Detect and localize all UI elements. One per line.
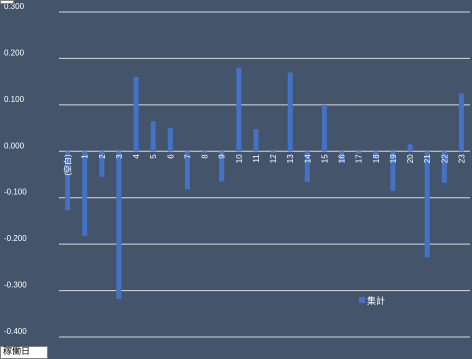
x-tick-label: 18: [372, 154, 381, 163]
x-tick-label: 17: [355, 154, 364, 163]
bar[interactable]: [253, 129, 259, 152]
pivot-field-button[interactable]: 稼働日: [0, 346, 48, 359]
bar[interactable]: [287, 72, 293, 152]
bar[interactable]: [236, 67, 242, 152]
bar[interactable]: [339, 151, 345, 163]
bar[interactable]: [150, 121, 156, 152]
bar[interactable]: [270, 151, 276, 153]
x-tick-label: 14: [303, 154, 312, 163]
y-tick-label: 0.200: [4, 48, 25, 57]
bar[interactable]: [321, 104, 327, 152]
x-tick-label: 11: [252, 154, 261, 163]
y-tick-label: 0.300: [4, 2, 25, 11]
y-tick-label: 0.100: [4, 95, 25, 104]
y-tick-label: -0.300: [4, 281, 27, 290]
bar[interactable]: [167, 128, 173, 152]
bar[interactable]: [82, 151, 88, 236]
y-tick-label: -0.400: [4, 327, 27, 336]
x-tick-label: 7: [183, 154, 192, 159]
bar[interactable]: [356, 151, 362, 154]
x-tick-label: 22: [440, 154, 449, 163]
x-tick-label: 3: [115, 154, 124, 159]
x-tick-label: 19: [389, 154, 398, 163]
legend-label: 集計: [367, 295, 385, 306]
bar-series[interactable]: [65, 67, 464, 299]
x-axis-ticks: (空白) 1 2 3 4 5 6 7 8 9 10 11 12 13 14 15 16 17 18 19 20 21 22 2…: [63, 154, 467, 176]
x-tick-label: 2: [98, 154, 107, 159]
x-tick-label: 20: [406, 154, 415, 163]
bar[interactable]: [373, 151, 379, 159]
bar[interactable]: [407, 144, 413, 152]
x-tick-label: (空白): [63, 154, 73, 176]
bar[interactable]: [304, 151, 310, 182]
bar[interactable]: [133, 77, 139, 152]
legend[interactable]: 集計: [359, 295, 385, 306]
y-tick-label: 0.000: [4, 141, 25, 150]
bar[interactable]: [99, 151, 105, 177]
bar[interactable]: [458, 93, 464, 152]
y-tick-label: -0.200: [4, 234, 27, 243]
x-tick-label: 4: [132, 154, 141, 159]
x-tick-label: 23: [457, 154, 466, 163]
gridlines: [59, 11, 470, 338]
x-tick-label: 12: [269, 154, 278, 163]
bar[interactable]: [65, 151, 71, 211]
bar[interactable]: [202, 151, 208, 153]
x-tick-label: 13: [286, 154, 295, 163]
x-tick-label: 10: [235, 154, 244, 163]
bar[interactable]: [390, 151, 396, 191]
x-tick-label: 1: [81, 154, 90, 159]
bar[interactable]: [441, 151, 447, 183]
bar[interactable]: [219, 151, 225, 182]
x-tick-label: 21: [423, 154, 432, 163]
pivot-corner-button[interactable]: [0, 0, 14, 4]
bar[interactable]: [184, 151, 190, 190]
bar[interactable]: [424, 151, 430, 258]
legend-swatch: [359, 297, 365, 303]
x-tick-label: 5: [149, 154, 158, 159]
bar[interactable]: [116, 151, 122, 299]
x-tick-label: 15: [320, 154, 329, 163]
x-tick-label: 6: [166, 154, 175, 159]
x-tick-label: 8: [201, 154, 210, 159]
y-axis-ticks: 0.300 0.200 0.100 0.000 -0.100 -0.200 -0.300 -0…: [4, 2, 27, 336]
x-tick-label: 9: [218, 154, 227, 159]
x-tick-label: 16: [338, 154, 347, 163]
y-tick-label: -0.100: [4, 188, 27, 197]
